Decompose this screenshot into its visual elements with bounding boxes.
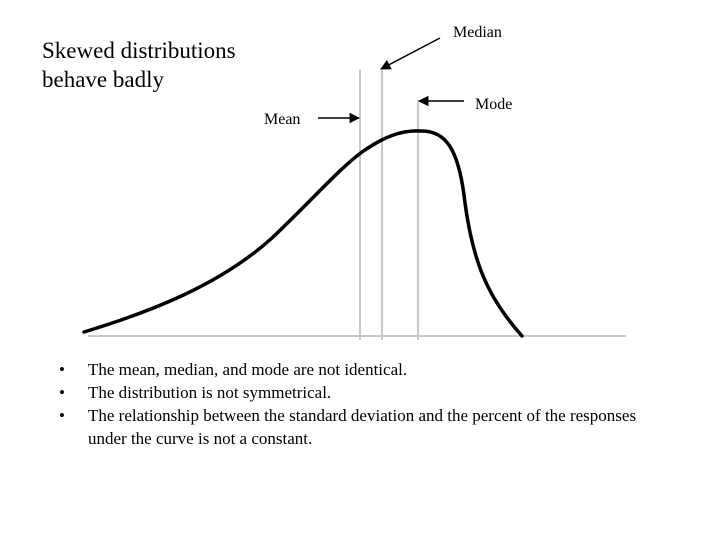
distribution-curve: [82, 129, 524, 338]
median-arrow: [380, 37, 441, 70]
mode-label: Mode: [475, 96, 513, 113]
bullet-item: The relationship between the standard de…: [56, 404, 676, 450]
slide-title-line-1: Skewed distributions: [42, 38, 236, 63]
slide-title-line-2: behave badly: [42, 67, 164, 92]
slide-title: Skewed distributions behave badly: [42, 36, 302, 94]
bullet-list: The mean, median, and mode are not ident…: [56, 358, 676, 450]
median-label: Median: [453, 24, 502, 41]
bullet-item: The distribution is not symmetrical.: [56, 381, 676, 404]
bullet-item: The mean, median, and mode are not ident…: [56, 358, 676, 381]
mean-label: Mean: [264, 111, 301, 128]
